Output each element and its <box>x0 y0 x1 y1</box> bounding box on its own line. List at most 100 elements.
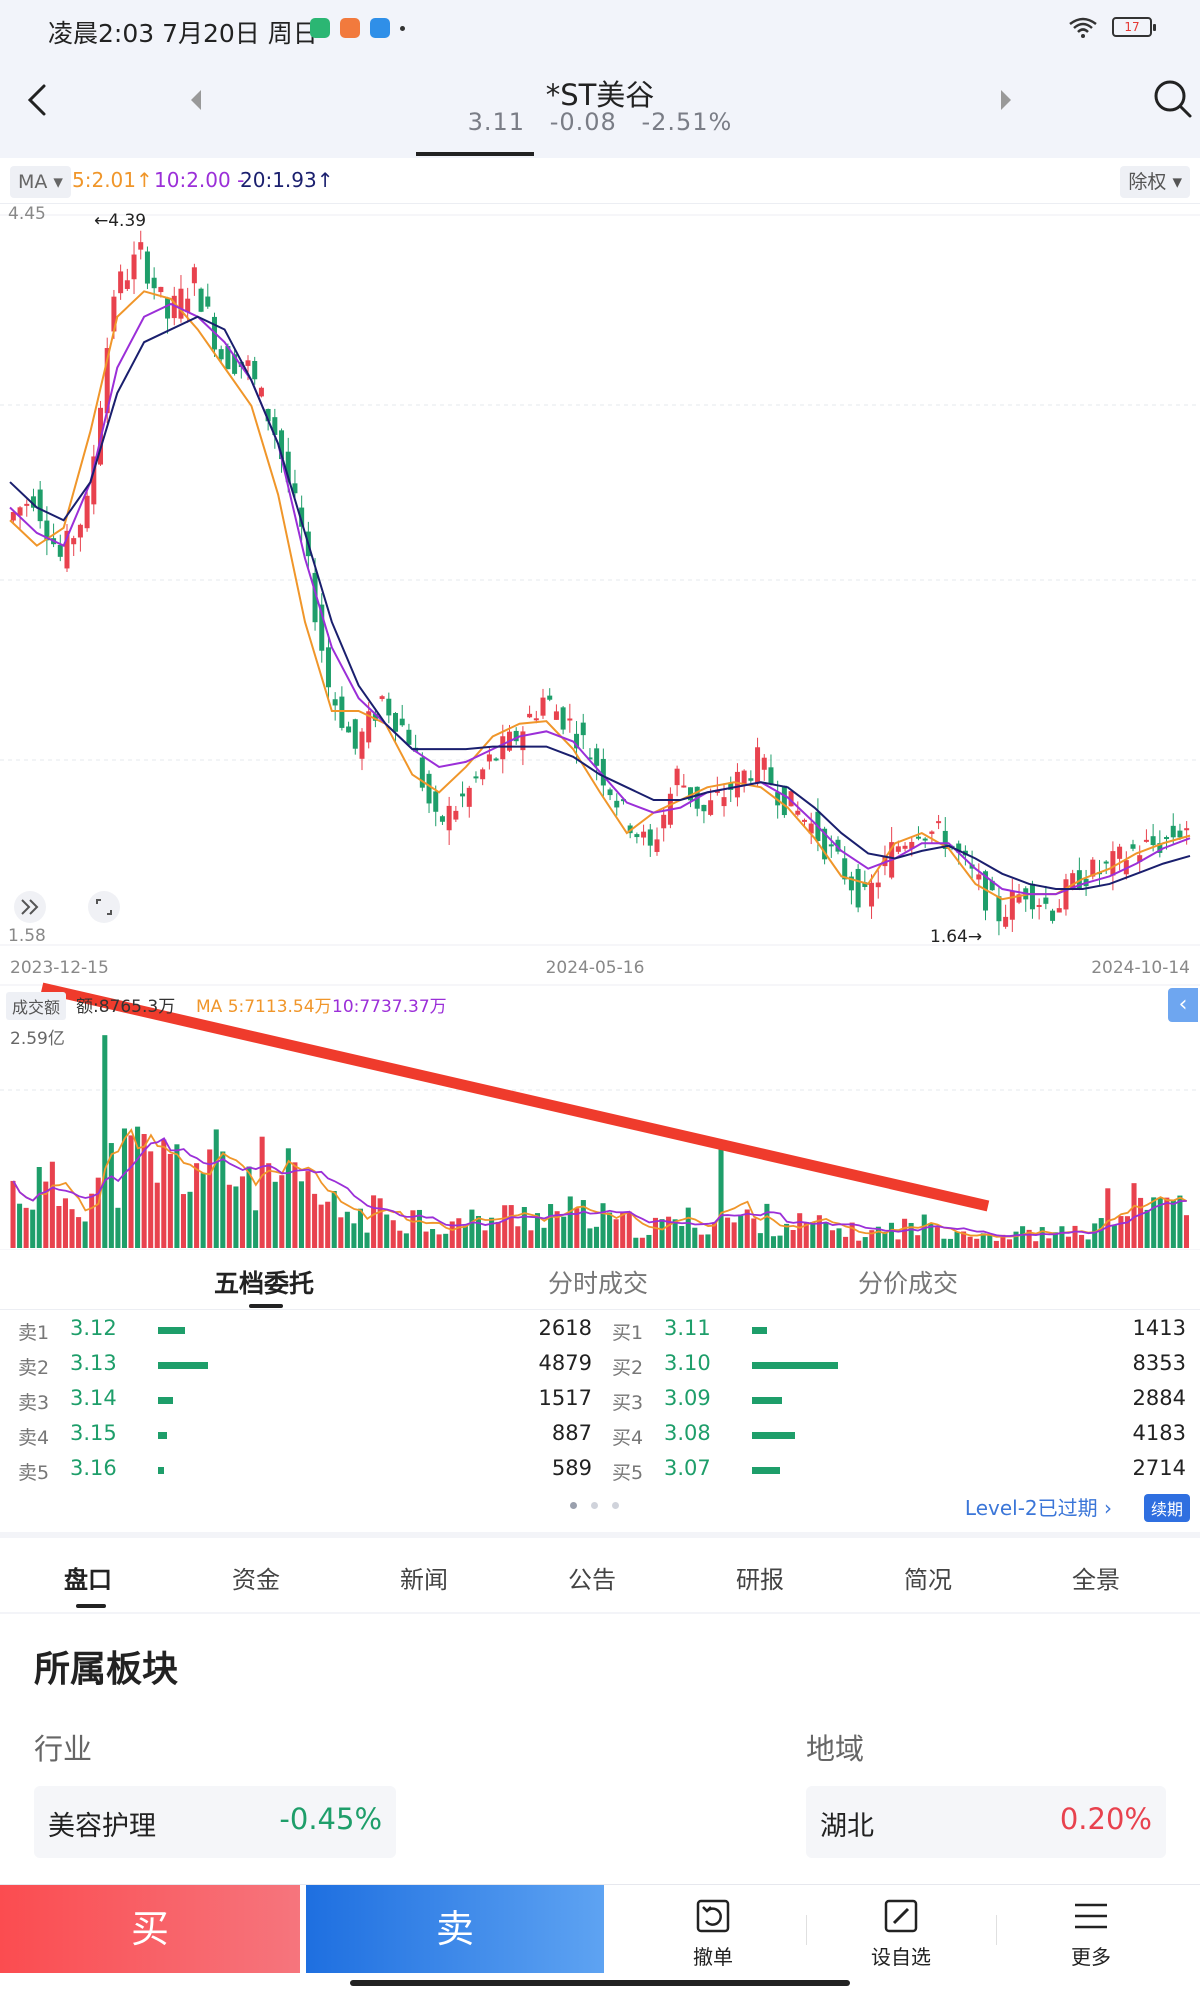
volume-bar <box>626 1211 632 1248</box>
buy-order-row[interactable]: 买1 3.11 1413 <box>612 1316 1187 1350</box>
date-label: 2024-05-16 <box>546 958 645 978</box>
region-sector-card[interactable]: 湖北 0.20% <box>806 1786 1166 1858</box>
candle-body <box>755 747 761 784</box>
candle-body <box>775 792 781 806</box>
candle-body <box>433 791 439 812</box>
collapse-panel-button[interactable]: ‹ <box>1168 988 1198 1022</box>
battery-icon: 17 <box>1112 17 1156 37</box>
date-axis-labels: 2023-12-15 2024-05-16 2024-10-14 <box>10 958 1190 978</box>
ma-legend-row: MA ▾ 5:2.01↑ 10:2.00 - 20:1.93↑ 除权 ▾ <box>0 160 1200 204</box>
volume-bar <box>633 1237 639 1248</box>
renew-button[interactable]: 续期 <box>1143 1494 1190 1522</box>
candle-body <box>567 718 573 721</box>
volume-bar <box>698 1234 704 1248</box>
low-annotation: 1.64→ <box>930 927 982 947</box>
sell-volume-bar <box>158 1432 167 1439</box>
candle-body <box>1036 904 1042 907</box>
candle-body <box>473 776 479 779</box>
buy-price: 3.10 <box>664 1351 711 1375</box>
volume-bar <box>10 1180 16 1248</box>
candle-body <box>466 787 472 807</box>
volume-bar <box>174 1144 180 1248</box>
tab-price-trades[interactable]: 分价成交 <box>858 1269 959 1298</box>
back-arrow-icon[interactable] <box>18 80 58 120</box>
buy-volume-bar <box>752 1397 783 1404</box>
kline-chart[interactable]: 4.45 1.58 ←4.39 1.64→ 2023-12-15 2024-05-… <box>0 205 1200 1250</box>
volume-bar <box>253 1210 259 1248</box>
ma-line-ma5 <box>9 290 1191 901</box>
volume-bars <box>10 1035 1189 1248</box>
volume-bar <box>102 1035 108 1248</box>
volume-bar <box>1131 1183 1137 1248</box>
volume-bar <box>836 1228 842 1248</box>
volume-bar <box>187 1191 193 1248</box>
status-right: 17 <box>1068 16 1156 38</box>
candle-body <box>366 711 372 743</box>
candle-body <box>1070 873 1076 889</box>
volume-bar <box>797 1213 803 1248</box>
volume-bar <box>148 1151 154 1248</box>
next-stock-icon[interactable] <box>996 86 1016 114</box>
volume-bar <box>298 1181 304 1248</box>
add-watchlist-button[interactable]: 设自选 <box>826 1885 976 1973</box>
buy-order-row[interactable]: 买3 3.09 2884 <box>612 1386 1187 1420</box>
industry-sector-card[interactable]: 美容护理 -0.45% <box>34 1786 396 1858</box>
buy-quantity: 8353 <box>1132 1351 1186 1375</box>
sell-order-row[interactable]: 卖4 3.15 887 <box>18 1421 593 1455</box>
tab-handicap[interactable]: 盘口 <box>64 1566 112 1594</box>
sell-order-row[interactable]: 卖5 3.16 589 <box>18 1456 593 1490</box>
candle-body <box>37 489 43 522</box>
buy-order-row[interactable]: 买5 3.07 2714 <box>612 1456 1187 1490</box>
candle-body <box>1137 855 1143 862</box>
tab-profile[interactable]: 简况 <box>904 1566 952 1594</box>
volume-bar <box>17 1203 23 1248</box>
more-button[interactable]: 更多 <box>1016 1885 1166 1973</box>
volume-bar <box>784 1223 790 1248</box>
level2-expired-link[interactable]: Level-2已过期 › <box>964 1496 1112 1520</box>
tab-research[interactable]: 研报 <box>736 1566 784 1594</box>
fullscreen-icon <box>88 891 120 923</box>
volume-bar <box>574 1208 580 1248</box>
region-change: 0.20% <box>1059 1802 1152 1836</box>
tab-funds[interactable]: 资金 <box>232 1566 280 1594</box>
sell-button[interactable]: 卖 <box>306 1885 604 1973</box>
volume-type-badge[interactable]: 成交额 <box>6 992 67 1020</box>
volume-bar <box>947 1238 953 1248</box>
volume-bar <box>266 1163 272 1248</box>
sell-order-row[interactable]: 卖3 3.14 1517 <box>18 1386 593 1420</box>
buy-button[interactable]: 买 <box>0 1885 300 1973</box>
candle-body <box>406 729 412 745</box>
date-label: 2024-10-14 <box>1091 958 1190 978</box>
sell-level-label: 卖5 <box>18 1462 50 1484</box>
sell-order-row[interactable]: 卖2 3.13 4879 <box>18 1351 593 1385</box>
volume-bar <box>770 1236 776 1248</box>
buy-price: 3.07 <box>664 1456 711 1480</box>
volume-bar <box>180 1194 186 1248</box>
tab-overview[interactable]: 全景 <box>1072 1566 1120 1594</box>
candle-body <box>989 880 995 891</box>
volume-bar <box>744 1209 750 1248</box>
cancel-order-button[interactable]: 撤单 <box>638 1885 788 1973</box>
tab-news[interactable]: 新闻 <box>400 1566 448 1594</box>
sell-order-row[interactable]: 卖1 3.12 2618 <box>18 1316 593 1350</box>
candle-body <box>1143 839 1149 842</box>
volume-bar <box>941 1238 947 1248</box>
sell-level-label: 卖2 <box>18 1357 50 1379</box>
buy-order-row[interactable]: 买2 3.10 8353 <box>612 1351 1187 1385</box>
tab-five-level[interactable]: 五档委托 <box>214 1269 315 1298</box>
volume-bar <box>469 1209 475 1248</box>
candle-body <box>446 805 452 831</box>
indicator-select[interactable]: MA ▾ <box>10 166 71 198</box>
volume-bar <box>272 1181 278 1248</box>
candle-body <box>768 767 774 785</box>
volume-bar <box>1079 1234 1085 1248</box>
tab-announcements[interactable]: 公告 <box>568 1566 616 1594</box>
candle-body <box>379 696 385 699</box>
stock-name: *ST美谷 <box>545 78 655 112</box>
buy-order-row[interactable]: 买4 3.08 4183 <box>612 1421 1187 1455</box>
search-icon[interactable] <box>1150 76 1196 122</box>
previous-stock-icon[interactable] <box>186 86 206 114</box>
volume-bar <box>790 1229 796 1248</box>
tab-tick-trades[interactable]: 分时成交 <box>548 1269 649 1298</box>
adjustment-select[interactable]: 除权 ▾ <box>1120 166 1190 198</box>
